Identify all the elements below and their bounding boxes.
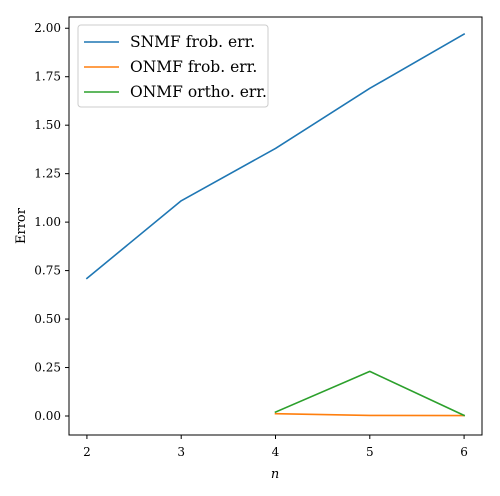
y-tick-label: 0.50: [34, 312, 61, 326]
y-tick-label: 0.00: [34, 409, 61, 423]
y-tick-label: 0.25: [34, 361, 61, 375]
y-tick-label: 2.00: [34, 21, 61, 35]
y-tick-label: 1.50: [34, 118, 61, 132]
legend-label-1: ONMF frob. err.: [130, 58, 257, 76]
x-tick-label: 6: [460, 445, 468, 459]
x-tick-label: 3: [177, 445, 185, 459]
y-axis-label: Error: [14, 207, 29, 244]
y-tick-label: 0.75: [34, 264, 61, 278]
x-axis-label: n: [271, 467, 279, 482]
x-tick-label: 2: [83, 445, 91, 459]
legend: SNMF frob. err. ONMF frob. err. ONMF ortho…: [77, 24, 269, 108]
plot-series: [85, 32, 466, 417]
legend-label-0: SNMF frob. err.: [130, 33, 255, 51]
series-line-1: [274, 412, 465, 417]
x-axis: 2 3 4 5 6: [83, 435, 468, 459]
x-tick-label: 4: [272, 445, 280, 459]
legend-frame: [77, 24, 269, 108]
series-line-0: [85, 32, 466, 280]
x-tick-label: 5: [366, 445, 374, 459]
y-axis: 0.00 0.25 0.50 0.75 1.00 1.25 1.50 1.75 2.00: [34, 21, 69, 423]
y-tick-label: 1.25: [34, 167, 61, 181]
series-line-2: [274, 370, 466, 417]
legend-label-2: ONMF ortho. err.: [130, 83, 267, 101]
y-tick-label: 1.00: [34, 215, 61, 229]
y-tick-label: 1.75: [34, 70, 61, 84]
